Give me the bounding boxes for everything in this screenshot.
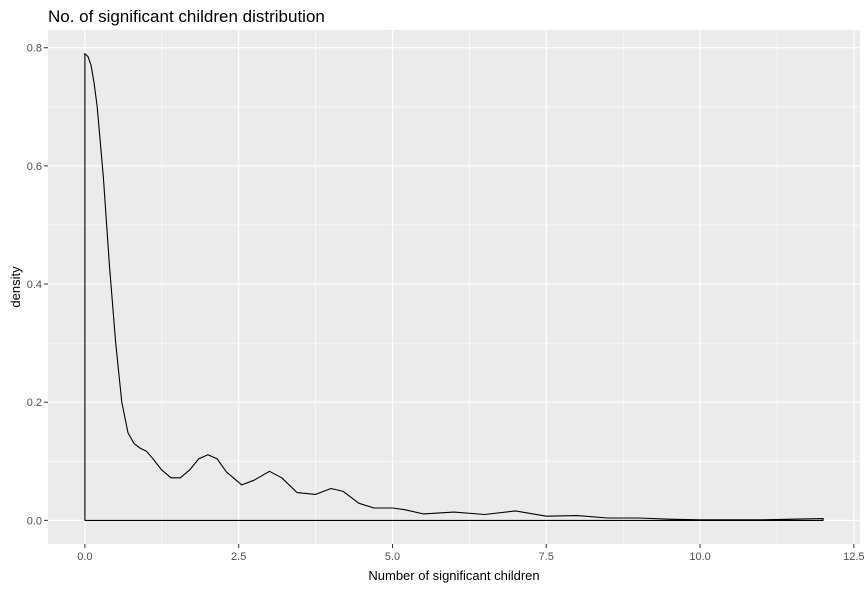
y-tick-label: 0.0 — [27, 515, 42, 527]
y-axis-ticks: 0.0 0.2 0.4 0.6 0.8 — [27, 43, 48, 527]
x-tick-label: 7.5 — [539, 551, 554, 563]
density-series — [84, 53, 824, 521]
x-tick-label: 2.5 — [231, 551, 246, 563]
y-tick-label: 0.8 — [27, 43, 42, 55]
density-line — [84, 53, 824, 521]
x-tick-label: 0.0 — [77, 551, 92, 563]
y-axis-title: density — [8, 266, 23, 308]
y-tick-label: 0.6 — [27, 161, 42, 173]
x-tick-label: 10.0 — [689, 551, 710, 563]
y-tick-label: 0.4 — [27, 279, 42, 291]
x-tick-label: 5.0 — [385, 551, 400, 563]
plot-panel — [48, 30, 860, 544]
y-tick-label: 0.2 — [27, 397, 42, 409]
x-axis-ticks: 0.0 2.5 5.0 7.5 10.0 12.5 — [77, 544, 865, 563]
chart-title: No. of significant children distribution — [48, 7, 325, 26]
grid-minor — [48, 30, 860, 544]
x-axis-title: Number of significant children — [368, 568, 539, 583]
x-tick-label: 12.5 — [843, 551, 864, 563]
